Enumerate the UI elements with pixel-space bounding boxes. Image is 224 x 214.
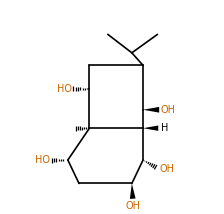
Text: OH: OH — [159, 164, 174, 174]
Polygon shape — [143, 125, 158, 131]
Text: HO: HO — [35, 155, 50, 165]
Text: OH: OH — [161, 105, 176, 115]
Polygon shape — [130, 183, 136, 199]
Text: HO: HO — [56, 84, 71, 94]
Polygon shape — [143, 107, 159, 113]
Text: H: H — [161, 123, 168, 133]
Text: OH: OH — [125, 201, 140, 211]
